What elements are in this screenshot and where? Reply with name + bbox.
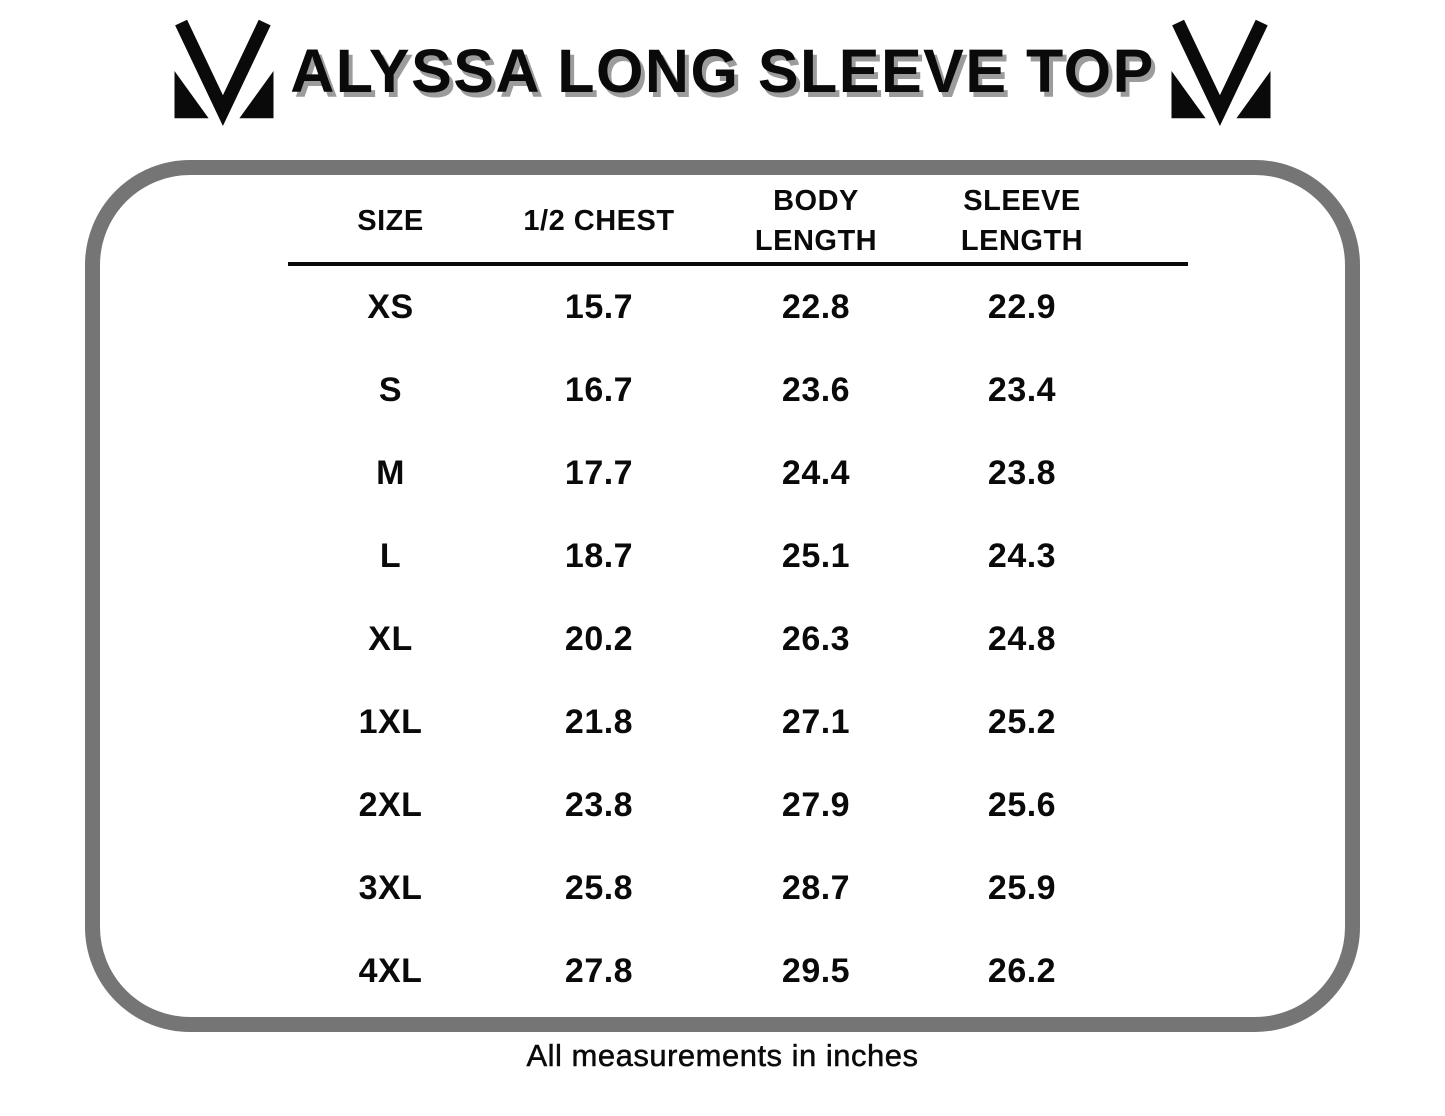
size-chart-card: SIZE 1/2 CHEST BODY LENGTH SLEEVE LENGTH…: [85, 160, 1360, 1032]
half-chest-cell: 15.7: [564, 288, 634, 326]
size-cell: XL: [368, 620, 413, 658]
sleeve-length-cell: 23.4: [987, 371, 1057, 409]
body-length-cell: 28.7: [781, 869, 851, 907]
body-length-cell: 26.3: [781, 620, 851, 658]
size-cell: XS: [367, 288, 414, 326]
size-cell: 4XL: [358, 952, 423, 990]
sleeve-length-cell: 25.2: [987, 703, 1057, 741]
half-chest-cell: 25.8: [564, 869, 634, 907]
half-chest-cell: 16.7: [564, 371, 634, 409]
size-cell: 2XL: [358, 786, 423, 824]
body-length-cell: 22.8: [781, 288, 851, 326]
half-chest-cell: 23.8: [564, 786, 634, 824]
table-row: 4XL 27.8 29.5 26.2: [288, 930, 1188, 1013]
table-header-row: SIZE 1/2 CHEST BODY LENGTH SLEEVE LENGTH: [288, 180, 1188, 262]
table-row: 1XL 21.8 27.1 25.2: [288, 681, 1188, 764]
column-header-body-length: BODY LENGTH: [754, 185, 878, 257]
body-length-cell: 29.5: [781, 952, 851, 990]
sleeve-length-cell: 25.9: [987, 869, 1057, 907]
measurements-note: All measurements in inches: [526, 1038, 919, 1074]
column-header-size: SIZE: [357, 205, 424, 237]
table-body: XS 15.7 22.8 22.9 S 16.7 23.6 23.4 M 17.…: [288, 266, 1188, 1013]
body-length-cell: 27.1: [781, 703, 851, 741]
body-length-cell: 24.4: [781, 454, 851, 492]
page-title: ALYSSA LONG SLEEVE TOP: [290, 37, 1155, 105]
size-cell: M: [376, 454, 405, 492]
body-length-cell: 27.9: [781, 786, 851, 824]
table-row: M 17.7 24.4 23.8: [288, 432, 1188, 515]
half-chest-cell: 18.7: [564, 537, 634, 575]
half-chest-cell: 17.7: [564, 454, 634, 492]
size-cell: S: [378, 371, 403, 409]
body-length-cell: 25.1: [781, 537, 851, 575]
brand-m-monogram-icon-left: [166, 16, 282, 126]
size-cell: L: [379, 537, 402, 575]
sleeve-length-cell: 24.3: [987, 537, 1057, 575]
sleeve-length-cell: 23.8: [987, 454, 1057, 492]
header: ALYSSA LONG SLEEVE TOP: [0, 16, 1445, 126]
sleeve-length-cell: 24.8: [987, 620, 1057, 658]
brand-m-monogram-icon-right: [1163, 16, 1279, 126]
table-row: XL 20.2 26.3 24.8: [288, 598, 1188, 681]
table-row: 3XL 25.8 28.7 25.9: [288, 847, 1188, 930]
table-row: XS 15.7 22.8 22.9: [288, 266, 1188, 349]
table-row: 2XL 23.8 27.9 25.6: [288, 764, 1188, 847]
size-cell: 3XL: [358, 869, 423, 907]
body-length-cell: 23.6: [781, 371, 851, 409]
size-cell: 1XL: [358, 703, 423, 741]
header-divider: [288, 262, 1188, 266]
sleeve-length-cell: 26.2: [987, 952, 1057, 990]
table-row: L 18.7 25.1 24.3: [288, 515, 1188, 598]
half-chest-cell: 20.2: [564, 620, 634, 658]
sleeve-length-cell: 22.9: [987, 288, 1057, 326]
size-chart-table: SIZE 1/2 CHEST BODY LENGTH SLEEVE LENGTH…: [288, 180, 1188, 1013]
column-header-sleeve-length: SLEEVE LENGTH: [960, 185, 1084, 257]
half-chest-cell: 21.8: [564, 703, 634, 741]
column-header-half-chest: 1/2 CHEST: [523, 205, 675, 237]
half-chest-cell: 27.8: [564, 952, 634, 990]
sleeve-length-cell: 25.6: [987, 786, 1057, 824]
table-row: S 16.7 23.6 23.4: [288, 349, 1188, 432]
